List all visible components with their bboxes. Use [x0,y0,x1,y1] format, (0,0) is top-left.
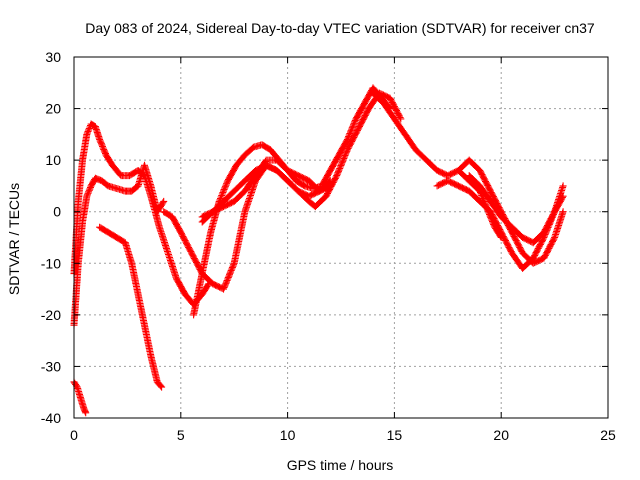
series-track-g [198,89,405,226]
y-tick-label: 10 [45,152,61,168]
series-track-h [198,156,334,221]
y-tick-label: -40 [41,410,61,426]
series-markers [96,223,166,391]
series-track-l [455,167,505,241]
series-markers [455,167,505,241]
series-markers [465,172,567,247]
y-tick-label: -20 [41,307,61,323]
series-track-c [96,223,166,391]
x-tick-label: 10 [280,427,296,443]
x-axis-label: GPS time / hours [287,457,394,473]
y-tick-label: -10 [41,255,61,271]
chart-title: Day 083 of 2024, Sidereal Day-to-day VTE… [85,20,595,36]
axis-ticks: 0 5 10 15 20 25 -40 -30 -20 -10 0 10 20 30 [41,49,616,443]
y-tick-label: 20 [45,101,61,117]
x-tick-label: 25 [600,427,616,443]
series-track-k [465,172,567,247]
y-tick-label: -30 [41,358,61,374]
x-tick-label: 5 [177,427,185,443]
y-axis-label: SDTVAR / TECUs [6,183,22,295]
series-markers [198,89,405,226]
plot-frame [73,56,609,419]
y-tick-label: 0 [53,204,61,220]
x-tick-label: 15 [387,427,403,443]
x-tick-label: 20 [493,427,509,443]
series-markers [198,156,334,221]
y-tick-label: 30 [45,49,61,65]
x-tick-label: 0 [70,427,78,443]
